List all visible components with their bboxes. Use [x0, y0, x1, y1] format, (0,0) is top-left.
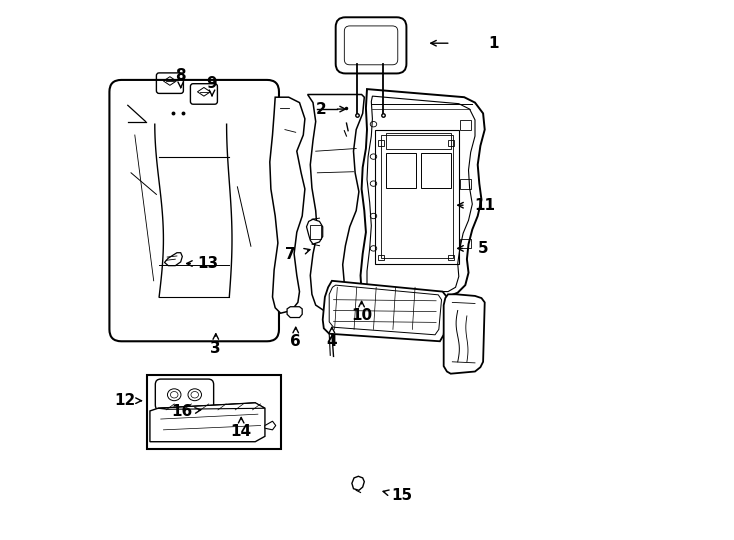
Polygon shape [330, 285, 442, 335]
Polygon shape [307, 219, 323, 244]
Text: 3: 3 [211, 341, 221, 356]
Polygon shape [308, 94, 364, 310]
Bar [460, 239, 470, 248]
Text: 2: 2 [316, 102, 327, 117]
Polygon shape [360, 89, 484, 297]
Text: 13: 13 [197, 256, 218, 271]
Bar [310, 225, 321, 239]
Polygon shape [443, 294, 484, 374]
Text: 8: 8 [175, 68, 186, 83]
Polygon shape [323, 281, 447, 341]
Polygon shape [287, 307, 302, 318]
Bar [378, 140, 385, 146]
Text: 15: 15 [391, 488, 413, 503]
Polygon shape [367, 96, 475, 292]
Text: 4: 4 [327, 334, 337, 349]
Bar [386, 153, 415, 188]
Bar [386, 133, 451, 148]
Bar [375, 130, 459, 264]
Text: 12: 12 [115, 393, 136, 408]
Bar [448, 140, 454, 146]
Text: 7: 7 [285, 247, 296, 262]
Bar [380, 135, 454, 258]
Text: 16: 16 [172, 404, 193, 419]
Bar [147, 375, 280, 449]
Text: 10: 10 [351, 308, 372, 323]
Bar [421, 153, 451, 188]
Text: 9: 9 [207, 76, 217, 91]
FancyBboxPatch shape [156, 379, 214, 410]
Bar [460, 120, 470, 130]
Polygon shape [150, 403, 265, 442]
Polygon shape [164, 253, 182, 266]
Text: 14: 14 [230, 424, 252, 440]
Text: 6: 6 [291, 334, 301, 349]
Text: 11: 11 [474, 198, 495, 213]
Text: 1: 1 [489, 36, 499, 51]
Text: 5: 5 [478, 241, 488, 256]
Polygon shape [158, 403, 265, 409]
Polygon shape [265, 421, 276, 430]
Polygon shape [270, 97, 305, 313]
Bar [448, 255, 454, 260]
Bar [460, 179, 470, 189]
Polygon shape [352, 476, 364, 490]
Bar [378, 255, 385, 260]
